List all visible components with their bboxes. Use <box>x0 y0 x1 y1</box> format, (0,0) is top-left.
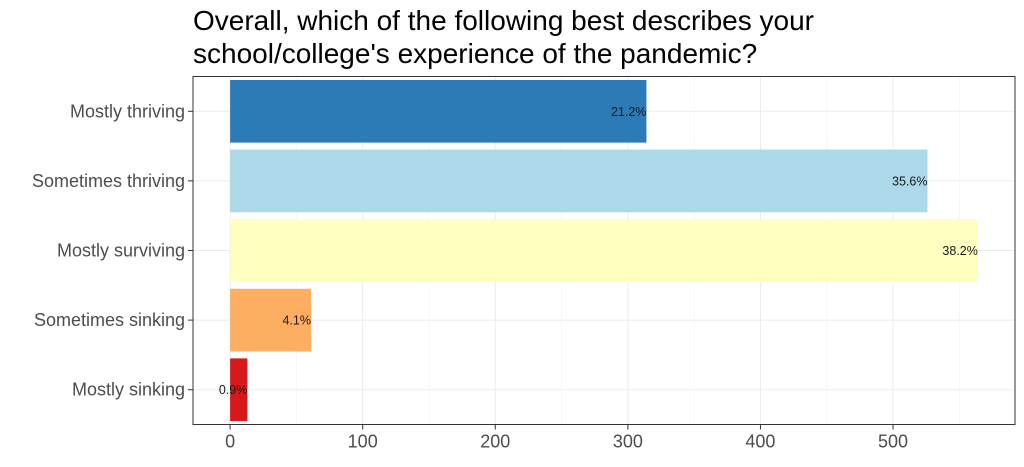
bar <box>230 288 311 352</box>
x-tick-label: 500 <box>878 432 908 452</box>
bar <box>230 149 928 213</box>
y-tick-label: Sometimes thriving <box>32 171 185 191</box>
x-tick-label: 200 <box>480 432 510 452</box>
x-tick-label: 100 <box>348 432 378 452</box>
y-tick-label: Mostly sinking <box>72 380 185 400</box>
bar <box>230 358 248 422</box>
y-tick-label: Sometimes sinking <box>34 310 185 330</box>
x-axis: 0 100 200 300 400 500 <box>225 424 908 452</box>
chart-title: Overall, which of the following best des… <box>193 5 814 69</box>
y-tick-label: Mostly thriving <box>70 101 185 121</box>
x-tick-label: 0 <box>225 432 235 452</box>
bar-value-label: 35.6% <box>892 174 927 188</box>
x-tick-label: 300 <box>613 432 643 452</box>
y-tick-label: Mostly surviving <box>57 241 185 261</box>
bar-value-label: 38.2% <box>942 244 977 258</box>
x-tick-label: 400 <box>745 432 775 452</box>
bar-labels: 21.2% 35.6% 38.2% 4.1% 0.9% <box>219 105 978 397</box>
bars <box>230 79 978 422</box>
plot-panel-border <box>192 76 1016 425</box>
bar <box>230 79 647 143</box>
bar <box>230 219 978 282</box>
bar-value-label: 21.2% <box>611 105 646 119</box>
y-axis: Mostly thriving Sometimes thriving Mostly … <box>32 101 193 400</box>
bar-value-label: 4.1% <box>282 314 311 328</box>
bar-value-label: 0.9% <box>219 383 248 397</box>
